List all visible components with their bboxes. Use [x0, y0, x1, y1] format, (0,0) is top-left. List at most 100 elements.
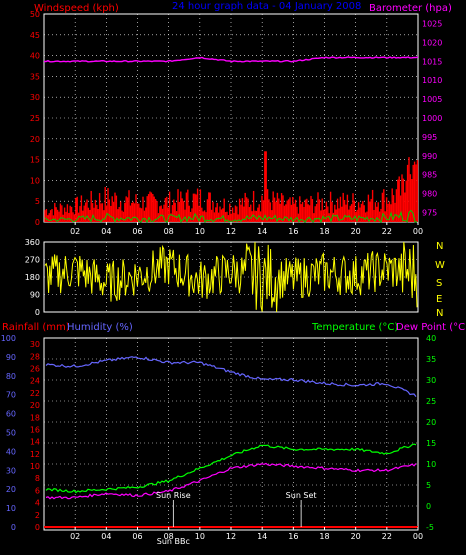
- barometer-tick: 985: [422, 171, 437, 180]
- p3-x-label: 00: [413, 532, 423, 541]
- p3-x-label: 16: [288, 532, 298, 541]
- p3-x-label: 08: [164, 532, 174, 541]
- humidity-tick: 50: [6, 429, 16, 438]
- p3-x-label: 06: [132, 532, 142, 541]
- direction-tick: 0: [35, 308, 40, 317]
- rainfall-title: Rainfall (mm): [2, 322, 70, 333]
- compass-labels: N W S E N: [435, 241, 445, 319]
- dewpoint-series: [45, 462, 417, 500]
- rainfall-tick: 18: [30, 413, 40, 422]
- p3-x-label: 18: [319, 532, 329, 541]
- temperature-tick: 30: [426, 376, 436, 385]
- p1-x-label: 14: [257, 227, 267, 236]
- sun-bbc-label: Sun BBc: [157, 537, 190, 546]
- p1-x-label: 00: [413, 227, 423, 236]
- direction-series: [44, 241, 418, 313]
- rainfall-tick: 26: [30, 364, 40, 373]
- graph-title: 24 hour graph data - 04 January 2008: [172, 1, 361, 12]
- direction-axis: 0 90 180 270 360: [25, 238, 40, 317]
- temperature-line: [45, 443, 417, 494]
- humidity-line: [45, 356, 417, 397]
- barometer-title: Barometer (hpa): [369, 3, 452, 14]
- windspeed-tick: 5: [35, 197, 40, 206]
- temperature-tick: 15: [426, 439, 436, 448]
- humidity-tick: 10: [6, 504, 16, 513]
- barometer-line: [43, 56, 419, 63]
- barometer-series: [43, 56, 419, 63]
- rainfall-tick: 20: [30, 401, 40, 410]
- humidity-tick: 60: [6, 410, 16, 419]
- temperature-axis: -5 0 5 10 15 20 25 30 35 40: [426, 334, 436, 532]
- compass-w: W: [435, 260, 445, 271]
- humidity-tick: 100: [1, 334, 16, 343]
- panel-direction-grid: [44, 242, 418, 312]
- barometer-tick: 1025: [422, 19, 442, 28]
- p1-x-label: 22: [382, 227, 392, 236]
- direction-tick: 90: [30, 291, 40, 300]
- p3-x-label: 22: [382, 532, 392, 541]
- direction-tick: 180: [25, 273, 40, 282]
- humidity-tick: 80: [6, 372, 16, 381]
- p1-x-label: 04: [101, 227, 111, 236]
- p1-x-label: 12: [226, 227, 236, 236]
- windspeed-title: Windspeed (kph): [34, 3, 119, 14]
- rainfall-tick: 0: [35, 523, 40, 532]
- temperature-tick: 20: [426, 418, 436, 427]
- p1-x-label: 02: [70, 227, 80, 236]
- compass-s: S: [436, 278, 442, 289]
- humidity-series: [45, 356, 417, 397]
- dewpoint-title: Dew Point (°C): [396, 322, 466, 333]
- rainfall-tick: 2: [35, 511, 40, 520]
- panel-temp-x-axis: 02 04 06 08 10 12 14 16 18 20 22 00: [70, 527, 423, 541]
- panel-wind-direction: 0 90 180 270 360 N W S E N: [25, 238, 445, 319]
- compass-n-top: N: [436, 241, 443, 252]
- humidity-tick: 20: [6, 485, 16, 494]
- barometer-tick: 980: [422, 190, 437, 199]
- rainfall-tick: 24: [30, 377, 40, 386]
- windspeed-tick: 40: [30, 52, 40, 61]
- windspeed-tick: 50: [30, 10, 40, 19]
- rainfall-tick: 10: [30, 462, 40, 471]
- humidity-axis: 0 10 20 30 40 50 60 70 80 90 100: [1, 334, 16, 532]
- humidity-title: Humidity (%): [67, 322, 133, 333]
- temperature-tick: -5: [426, 523, 434, 532]
- windspeed-tick: 0: [35, 218, 40, 227]
- p3-x-label: 20: [351, 532, 361, 541]
- p1-x-label: 10: [195, 227, 205, 236]
- humidity-tick: 40: [6, 447, 16, 456]
- rainfall-tick: 8: [35, 474, 40, 483]
- rainfall-tick: 30: [30, 340, 40, 349]
- p1-x-label: 18: [319, 227, 329, 236]
- temperature-tick: 0: [426, 502, 431, 511]
- direction-line: [44, 241, 418, 313]
- sunset-label: Sun Set: [286, 491, 317, 500]
- barometer-tick: 1005: [422, 95, 442, 104]
- barometer-tick: 1015: [422, 57, 442, 66]
- p3-x-label: 04: [101, 532, 111, 541]
- windspeed-tick: 35: [30, 72, 40, 81]
- compass-n-bottom: N: [436, 308, 443, 319]
- rainfall-tick: 6: [35, 486, 40, 495]
- temperature-tick: 40: [426, 334, 436, 343]
- p1-x-label: 06: [132, 227, 142, 236]
- barometer-tick: 1010: [422, 76, 442, 85]
- compass-e: E: [436, 294, 442, 305]
- temperature-series: [45, 443, 417, 494]
- barometer-tick: 975: [422, 209, 437, 218]
- temperature-title: Temperature (°C): [311, 322, 398, 333]
- barometer-tick: 1000: [422, 114, 442, 123]
- direction-tick: 360: [25, 238, 40, 247]
- windspeed-tick: 15: [30, 156, 40, 165]
- temperature-tick: 5: [426, 481, 431, 490]
- gust-line: [44, 209, 418, 224]
- direction-tick: 270: [25, 256, 40, 265]
- temperature-tick: 35: [426, 355, 436, 364]
- p3-x-label: 02: [70, 532, 80, 541]
- windspeed-tick: 25: [30, 114, 40, 123]
- barometer-tick: 1020: [422, 38, 442, 47]
- panel-wind-grid: [44, 13, 418, 223]
- sunrise-label: Sun Rise: [156, 491, 191, 500]
- rainfall-tick: 14: [30, 438, 40, 447]
